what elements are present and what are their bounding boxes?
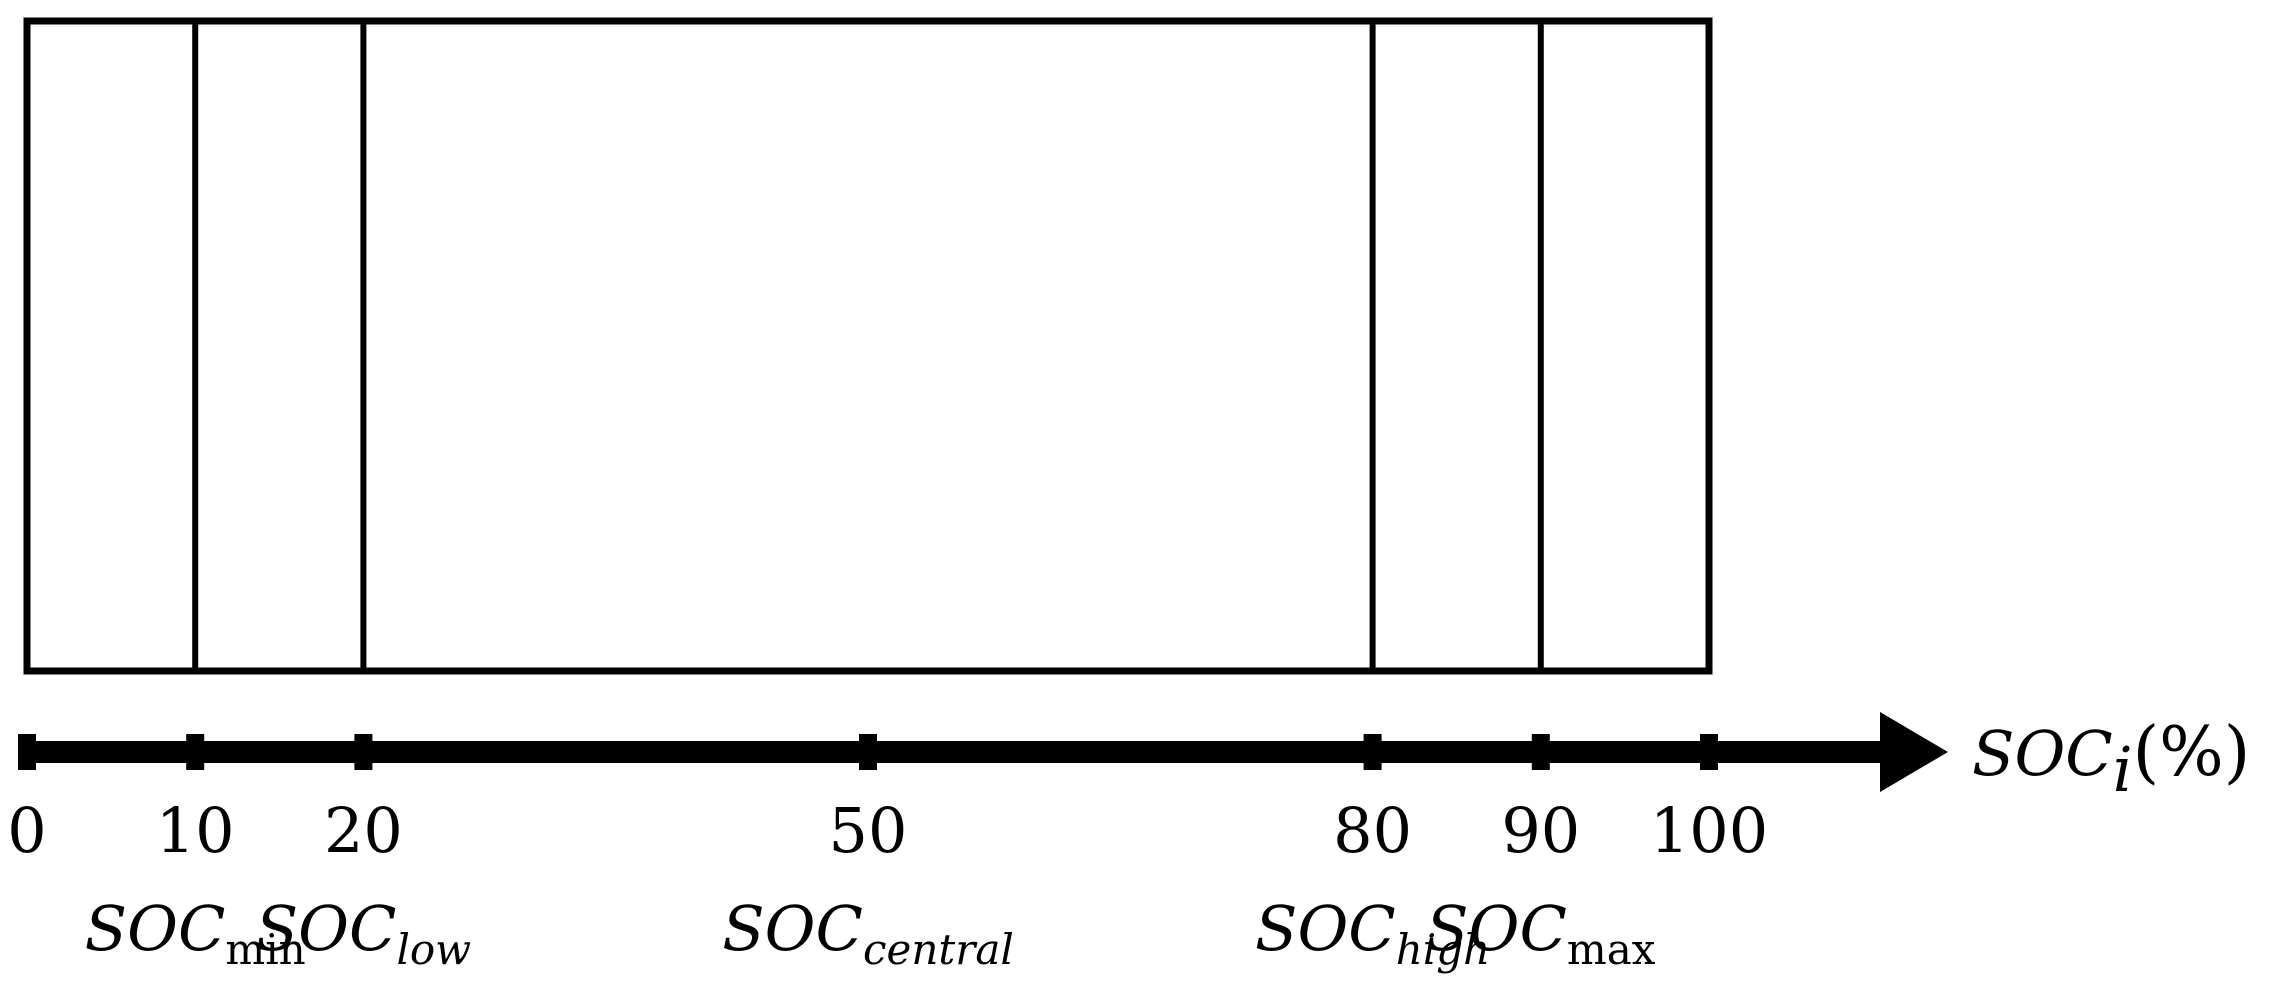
- soc-label-main: SOC: [1426, 892, 1567, 965]
- axis-tick-50: [859, 734, 877, 770]
- axis-tick-20: [354, 734, 373, 770]
- soc-label-sub: central: [863, 925, 1014, 974]
- tick-label-80: 80: [1333, 794, 1412, 867]
- tick-label-90: 90: [1501, 794, 1580, 867]
- axis-label-main: SOC: [1972, 717, 2113, 790]
- tick-label-10: 10: [156, 794, 235, 867]
- soc-label-sub: min: [225, 925, 305, 974]
- axis-tick-0: [18, 734, 36, 770]
- soc-label-main: SOC: [85, 892, 226, 965]
- soc-label-main: SOC: [1255, 892, 1396, 965]
- soc-label-main: SOC: [256, 892, 397, 965]
- axis-tick-labels: 0 10 20 50 80 90 100: [7, 794, 1768, 867]
- soc-label-low: SOClow: [256, 892, 471, 974]
- box-dividers: [192, 21, 1544, 671]
- axis-label-unit: (%): [2133, 713, 2251, 792]
- soc-range-box: [23, 17, 1713, 675]
- soc-label-main: SOC: [722, 892, 863, 965]
- soc-label-sub: low: [396, 925, 471, 974]
- soc-label-min: SOCmin: [85, 892, 306, 974]
- axis-tick-10: [186, 734, 205, 770]
- axis-label: SOCi(%): [1972, 713, 2250, 806]
- tick-label-50: 50: [829, 794, 908, 867]
- axis-tick-80: [1363, 734, 1382, 770]
- soc-label-sub: max: [1567, 925, 1656, 974]
- tick-label-100: 100: [1650, 794, 1768, 867]
- axis-tick-100: [1700, 734, 1718, 770]
- tick-label-0: 0: [7, 794, 46, 867]
- tick-label-20: 20: [324, 794, 403, 867]
- axis-label-sub: i: [2113, 733, 2133, 806]
- soc-label-sub: high: [1396, 925, 1490, 974]
- soc-label-central: SOCcentral: [722, 892, 1014, 974]
- axis-tick-90: [1531, 734, 1550, 770]
- soc-label-high: SOChigh: [1255, 892, 1490, 974]
- soc-label-max: SOCmax: [1426, 892, 1656, 974]
- axis-arrowhead: [1880, 712, 1948, 792]
- axis-ticks: [18, 734, 1718, 770]
